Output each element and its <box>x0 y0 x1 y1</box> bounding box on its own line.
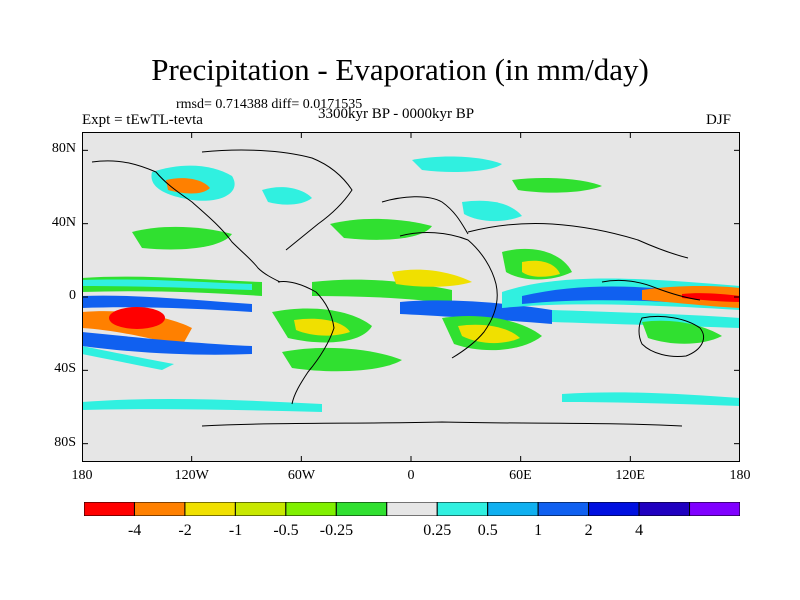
colorbar-label: 0.25 <box>423 522 452 539</box>
y-tick-label: 80N <box>51 141 76 157</box>
colorbar-label: -4 <box>127 522 142 539</box>
period-label: 3300kyr BP - 0000kyr BP <box>318 106 475 122</box>
y-tick-label: 80S <box>54 434 76 450</box>
pacific-band <box>82 276 262 370</box>
colorbar-label: 0.5 <box>477 522 498 539</box>
colorbar-swatch <box>386 502 438 516</box>
colorbar-swatch <box>133 502 186 516</box>
x-tick-label: 180 <box>729 468 751 483</box>
colorbar-label: -0.5 <box>273 522 299 539</box>
colorbar-swatch <box>184 502 236 516</box>
chart-title: Precipitation - Evaporation (in mm/day) <box>151 52 649 87</box>
colorbar-swatch <box>638 502 691 516</box>
colorbar-swatch <box>689 502 740 516</box>
colorbar-label: 4 <box>635 522 644 539</box>
colorbar-swatch <box>487 502 539 516</box>
colorbar-label: -0.25 <box>319 522 354 539</box>
experiment-label: Expt = tEwTL-tevta <box>82 112 203 128</box>
southern-blobs <box>82 308 740 412</box>
colorbar-label: -1 <box>228 522 243 539</box>
colorbar-swatch <box>335 502 388 516</box>
colorbar-label: 1 <box>534 522 543 539</box>
colorbar-swatch <box>537 502 590 516</box>
x-tick-label: 120W <box>174 468 209 483</box>
coastlines <box>91 149 704 427</box>
x-tick-label: 120E <box>615 468 645 483</box>
map-panel <box>82 132 740 462</box>
colorbar-swatch <box>588 502 640 516</box>
y-tick-label: 40N <box>51 214 76 230</box>
x-axis-ticks <box>82 132 740 462</box>
x-tick-label: 60E <box>509 468 532 483</box>
colorbar-swatch <box>285 502 337 516</box>
y-tick-label: 40S <box>54 361 76 377</box>
colorbar-swatch <box>436 502 489 516</box>
colorbar-label: 2 <box>584 522 593 539</box>
x-tick-label: 60W <box>287 468 316 483</box>
stats-label: rmsd= 0.714388 diff= 0.0171535 <box>176 97 363 112</box>
colorbar-swatch <box>84 502 135 516</box>
season-label: DJF <box>706 112 732 128</box>
colorbar-label: -2 <box>178 522 192 539</box>
y-axis-ticks <box>82 149 740 445</box>
colorbar-swatch <box>234 502 287 516</box>
x-tick-label: 180 <box>71 468 93 483</box>
y-tick-label: 0 <box>69 288 76 303</box>
colorbar <box>84 502 740 516</box>
x-tick-label: 0 <box>407 468 415 483</box>
